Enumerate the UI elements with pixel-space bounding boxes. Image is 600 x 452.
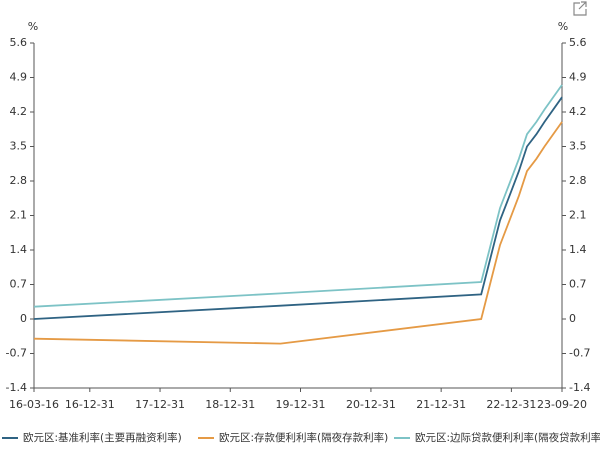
y-tick-label: 0.7 (10, 278, 28, 291)
y-tick-label: 5.6 (10, 36, 28, 49)
x-tick-label: 23-09-20 (537, 398, 587, 411)
y2-tick-label: 4.2 (569, 105, 587, 118)
legend-item[interactable]: 欧元区:基准利率(主要再融资利率) (2, 431, 182, 444)
x-tick-label: 16-03-16 (9, 398, 59, 411)
y-tick-label: 0 (20, 312, 27, 325)
x-tick-label: 17-12-31 (135, 398, 185, 411)
y-tick-label: 4.9 (10, 71, 28, 84)
x-tick-label: 21-12-31 (416, 398, 466, 411)
expand-icon-box (573, 2, 587, 16)
x-tick-label: 18-12-31 (205, 398, 255, 411)
series-line (33, 121, 563, 345)
y2-unit: % (558, 20, 568, 33)
expand-icon-arrow (578, 1, 587, 10)
x-tick-label: 20-12-31 (346, 398, 396, 411)
legend-item[interactable]: 欧元区:边际贷款便利利率(隔夜贷款利率) (394, 431, 600, 444)
y-unit: % (28, 20, 38, 33)
y-tick-label: 1.4 (10, 243, 28, 256)
y2-tick-label: 2.1 (569, 209, 587, 222)
y2-tick-label: 3.5 (569, 140, 587, 153)
y2-tick-label: 1.4 (569, 243, 587, 256)
y2-tick-label: 0.7 (569, 278, 587, 291)
series-line (33, 84, 563, 308)
legend-label: 欧元区:存款便利利率(隔夜存款利率) (219, 431, 388, 444)
x-tick-label: 22-12-31 (486, 398, 536, 411)
y2-tick-label: 4.9 (569, 71, 587, 84)
y-tick-label: 2.1 (10, 209, 28, 222)
y2-tick-label: -1.4 (569, 381, 590, 394)
y-tick-label: 2.8 (10, 174, 28, 187)
y2-tick-label: 5.6 (569, 36, 587, 49)
expand-icon[interactable] (573, 1, 587, 16)
series-line (33, 96, 563, 320)
legend-item[interactable]: 欧元区:存款便利利率(隔夜存款利率) (198, 431, 388, 444)
y2-tick-label: 2.8 (569, 174, 587, 187)
legend-label: 欧元区:边际贷款便利利率(隔夜贷款利率) (415, 431, 600, 444)
y-tick-label: 3.5 (10, 140, 28, 153)
legend-label: 欧元区:基准利率(主要再融资利率) (23, 431, 182, 444)
y-tick-label: -1.4 (6, 381, 27, 394)
y-tick-label: 4.2 (10, 105, 28, 118)
y2-tick-label: 0 (569, 312, 576, 325)
x-tick-label: 16-12-31 (65, 398, 115, 411)
y-tick-label: -0.7 (6, 347, 27, 360)
x-tick-label: 19-12-31 (276, 398, 326, 411)
y2-tick-label: -0.7 (569, 347, 590, 360)
